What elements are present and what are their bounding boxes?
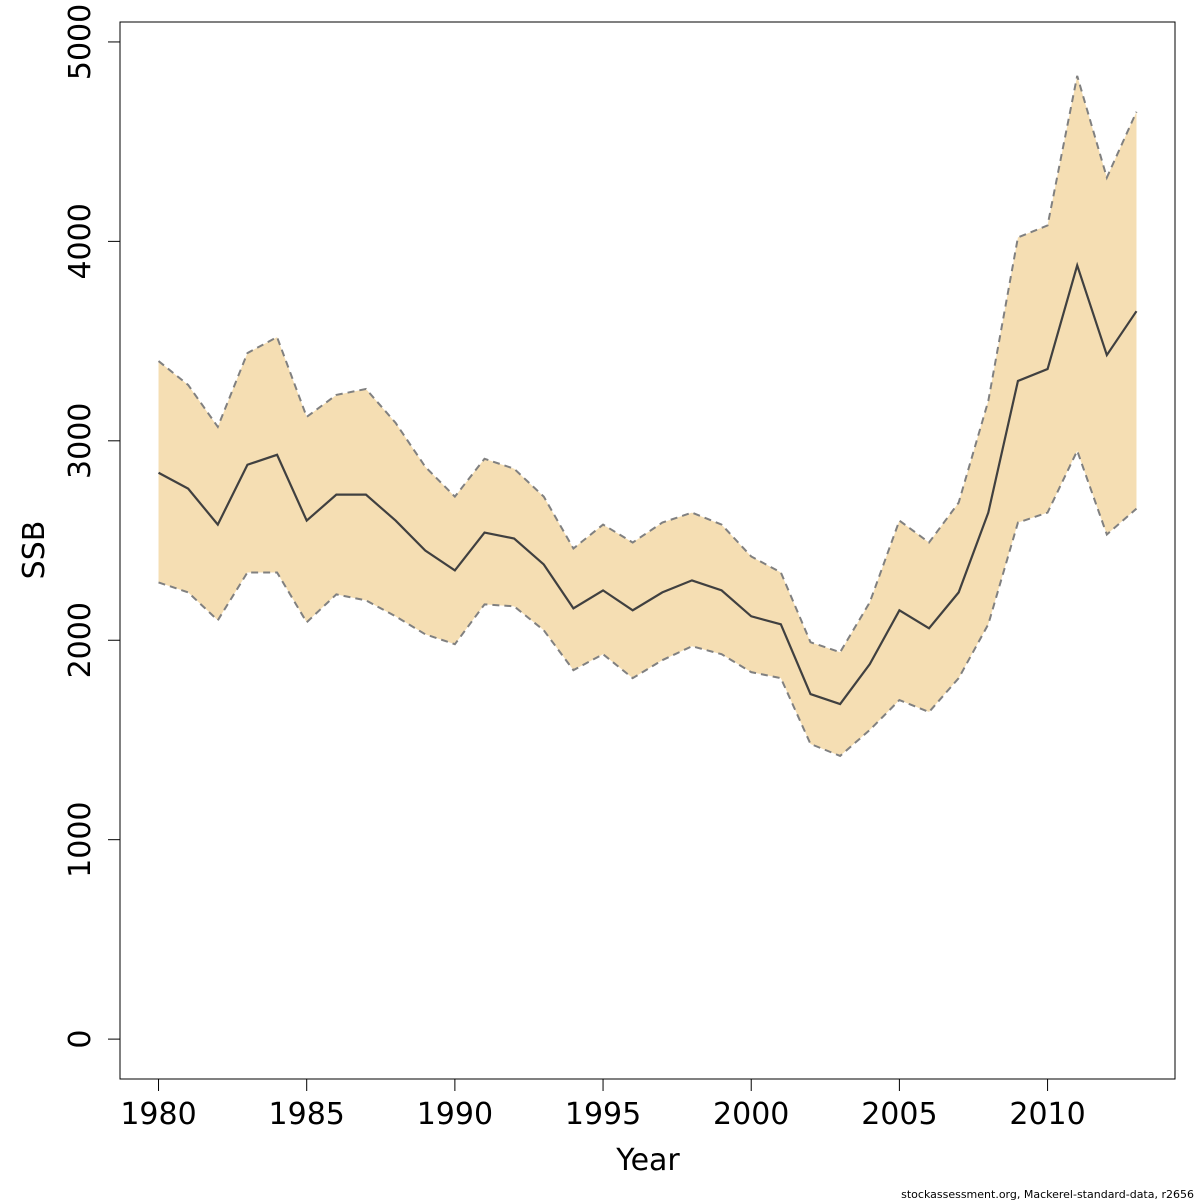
lower-bound-line — [158, 448, 1138, 758]
y-axis-title: SSB — [17, 521, 52, 580]
y-tick-label: 3000 — [63, 403, 98, 479]
y-axis: 0 1000 2000 3000 4000 5000 — [63, 4, 121, 1049]
x-axis: 1980 1985 1990 1995 2000 2005 2010 — [120, 1078, 1086, 1132]
x-tick-label: 1995 — [565, 1097, 641, 1132]
confidence-band — [158, 75, 1137, 756]
ssb-estimate-line — [158, 261, 1138, 706]
x-tick-label: 2010 — [1009, 1097, 1085, 1132]
y-tick-label: 2000 — [63, 602, 98, 678]
series-line-layer — [157, 75, 1138, 758]
credit-text: stockassessment.org, Mackerel-standard-d… — [901, 1188, 1194, 1200]
x-tick-label: 1990 — [417, 1097, 493, 1132]
confidence-band-layer — [158, 75, 1137, 756]
upper-bound-line — [157, 75, 1138, 654]
x-tick-label: 2005 — [861, 1097, 937, 1132]
y-tick-label: 4000 — [63, 203, 98, 279]
x-tick-label: 1985 — [269, 1097, 345, 1132]
x-axis-title: Year — [615, 1143, 680, 1178]
y-tick-label: 0 — [63, 1030, 98, 1049]
y-tick-label: 1000 — [63, 801, 98, 877]
x-tick-label: 1980 — [120, 1097, 196, 1132]
x-tick-label: 2000 — [713, 1097, 789, 1132]
y-tick-label: 5000 — [63, 4, 98, 80]
